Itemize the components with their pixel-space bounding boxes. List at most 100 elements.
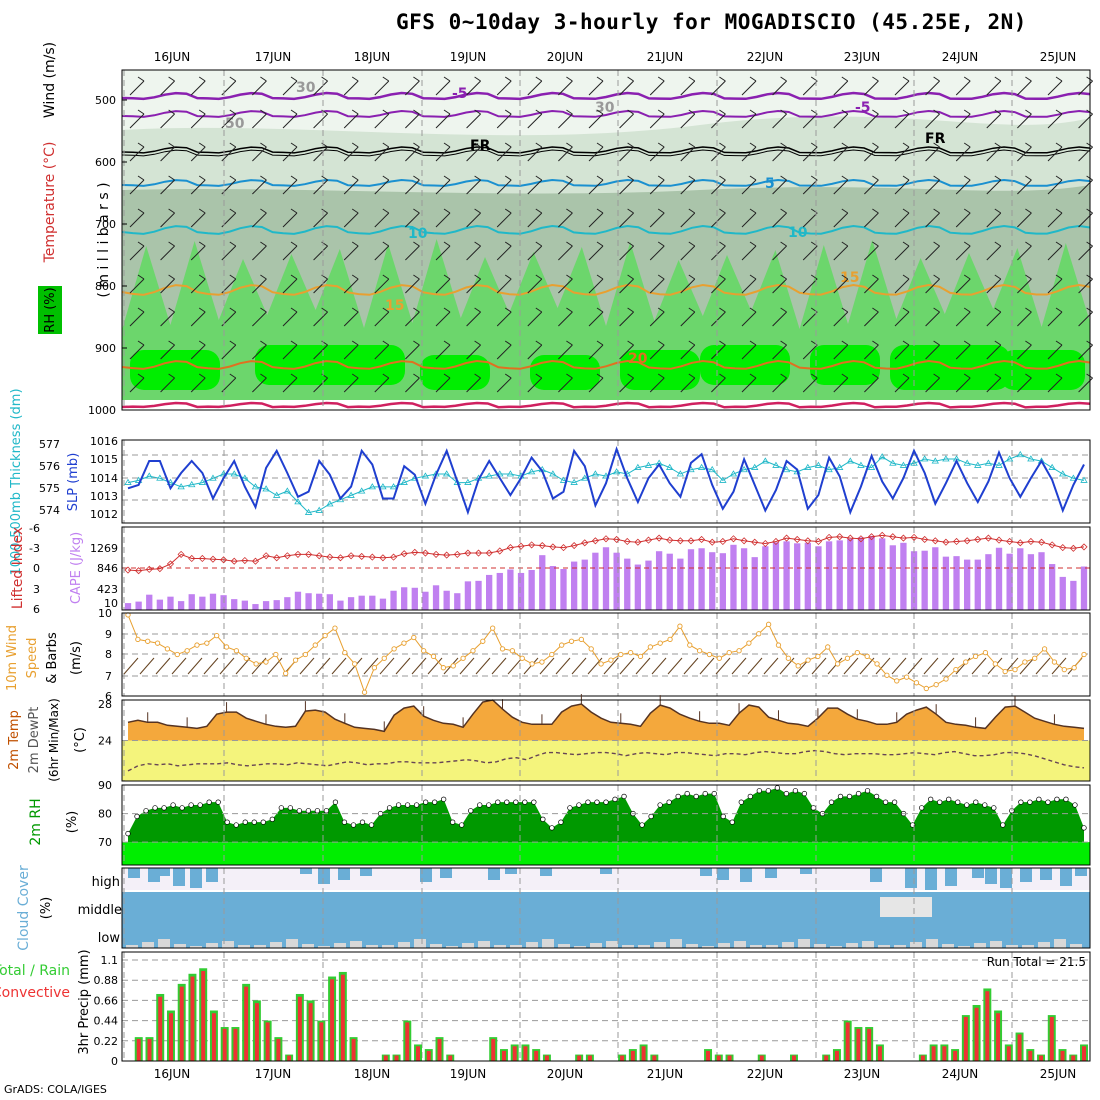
cloud-middle-gap bbox=[880, 897, 932, 917]
wind-barb bbox=[282, 340, 298, 360]
wind-speed-marker bbox=[253, 661, 259, 667]
thickness-marker bbox=[740, 465, 748, 473]
cape-bar bbox=[1027, 554, 1035, 610]
surface-wind-barb bbox=[491, 657, 507, 675]
cloud-high-bar bbox=[717, 868, 729, 880]
wind-barb bbox=[772, 208, 787, 228]
rh2m-marker bbox=[928, 796, 934, 802]
lifted-index-marker bbox=[559, 544, 568, 552]
lifted-index-marker bbox=[400, 550, 408, 558]
precip-convective-bar bbox=[190, 976, 195, 1061]
cloud-low-bar bbox=[542, 939, 554, 948]
cape-bar bbox=[507, 569, 514, 610]
thickness-marker bbox=[761, 457, 770, 464]
wind-barb bbox=[374, 208, 390, 228]
temp-label-line3: (6hr Min/Max) bbox=[47, 698, 61, 782]
wind-barb bbox=[252, 76, 267, 96]
rh2m-marker bbox=[179, 805, 185, 811]
rh2m-marker bbox=[648, 813, 654, 820]
wind-panel-frame bbox=[121, 612, 1091, 697]
wind-barb bbox=[833, 142, 849, 162]
lifted-index-marker bbox=[581, 539, 589, 547]
wind-barb bbox=[160, 109, 175, 129]
precip-convective-bar bbox=[544, 1055, 549, 1061]
rh-contour-95 bbox=[530, 355, 600, 390]
wind-barb bbox=[374, 274, 390, 294]
surface-wind-barb bbox=[939, 657, 955, 675]
cloud-low-bar bbox=[478, 941, 490, 948]
thickness-marker bbox=[347, 491, 355, 498]
cape-bar bbox=[486, 574, 493, 610]
lifted-index-marker bbox=[209, 555, 217, 563]
wind-barb bbox=[619, 274, 634, 294]
wind-speed-marker bbox=[342, 649, 348, 656]
precip-convective-bar bbox=[394, 1055, 399, 1061]
wind-barb bbox=[160, 373, 175, 393]
wind-barb bbox=[588, 307, 604, 327]
precip-convective-bar bbox=[652, 1055, 657, 1061]
wind-barb bbox=[190, 340, 206, 360]
thickness-marker bbox=[697, 463, 706, 470]
cloud-high-bar bbox=[318, 868, 330, 884]
wind-barb bbox=[343, 274, 359, 294]
wind-barb bbox=[955, 142, 971, 162]
lifted-index-marker bbox=[198, 554, 206, 563]
rh2m-marker bbox=[864, 788, 871, 794]
cape-bar bbox=[655, 551, 663, 610]
wind-speed-marker bbox=[608, 657, 614, 663]
cloud-low-bar bbox=[926, 939, 938, 948]
thickness-marker bbox=[368, 483, 377, 490]
surface-wind-barb bbox=[555, 657, 571, 675]
cloud-low-bar bbox=[254, 945, 266, 948]
thickness-marker bbox=[209, 474, 217, 481]
cloud-unit-label: (%) bbox=[39, 897, 54, 920]
cape-bar bbox=[475, 580, 482, 610]
date-label-top: 23JUN bbox=[844, 50, 881, 64]
surface-wind-barb bbox=[427, 657, 443, 675]
wind-barb bbox=[955, 340, 971, 360]
surface-wind-barb bbox=[859, 657, 875, 675]
rh2m-marker bbox=[982, 802, 988, 808]
wind-barb bbox=[496, 76, 512, 96]
wind-barb bbox=[955, 109, 971, 129]
rh2m-marker bbox=[765, 788, 771, 794]
cape-bar bbox=[857, 537, 865, 610]
thickness-marker bbox=[326, 500, 334, 507]
wind-barb bbox=[986, 76, 1002, 96]
contour-label: 30 bbox=[595, 100, 615, 116]
precip-convective-bar bbox=[877, 1046, 882, 1061]
wind-barb bbox=[558, 109, 573, 129]
precip-convective-bar bbox=[641, 1046, 646, 1061]
rh2m-unit-label: (%) bbox=[65, 811, 80, 834]
wind-barb bbox=[374, 76, 390, 96]
cloud-low-bar bbox=[782, 942, 794, 948]
lifted-index-line bbox=[127, 534, 1085, 572]
wind-barb bbox=[527, 274, 543, 294]
wind-barb bbox=[466, 208, 481, 228]
lifted-index-marker bbox=[421, 549, 429, 557]
lifted-index-marker bbox=[931, 537, 939, 545]
wind-barb bbox=[588, 175, 604, 195]
precip-convective-bar bbox=[297, 996, 302, 1061]
cape-bar bbox=[825, 541, 833, 610]
surface-wind-barb bbox=[971, 657, 987, 675]
wind-barb bbox=[435, 208, 451, 228]
thickness-marker bbox=[400, 478, 408, 485]
thickness-marker bbox=[825, 465, 833, 473]
cape-bar bbox=[369, 595, 376, 610]
cloud-high-bar bbox=[300, 868, 312, 874]
lifted-index-marker bbox=[379, 554, 387, 562]
lifted-index-marker bbox=[326, 553, 334, 561]
cloud-low-bar bbox=[654, 942, 666, 948]
rh2m-marker bbox=[197, 802, 203, 808]
thickness-marker bbox=[262, 485, 270, 492]
lifted-index-marker bbox=[464, 549, 472, 557]
wind-barb bbox=[496, 241, 512, 261]
wind-barb bbox=[252, 241, 267, 261]
rh2m-marker bbox=[188, 802, 194, 808]
lifted-index-marker bbox=[889, 533, 897, 541]
date-label-bottom: 25JUN bbox=[1040, 1067, 1077, 1081]
precip-convective-bar bbox=[953, 1050, 958, 1061]
cloud-low-bar bbox=[382, 945, 394, 948]
wind-barb bbox=[160, 76, 175, 96]
